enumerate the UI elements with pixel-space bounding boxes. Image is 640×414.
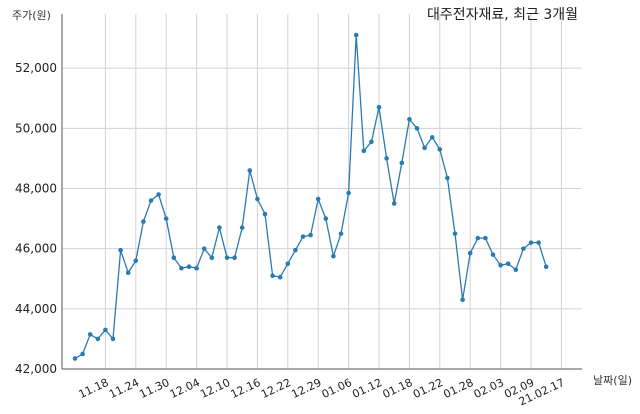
data-point: [217, 225, 222, 230]
series-layer: [72, 32, 549, 361]
data-point: [95, 336, 101, 342]
data-point: [179, 265, 184, 271]
data-point: [87, 332, 93, 337]
data-point: [277, 274, 283, 280]
data-point: [521, 246, 526, 251]
x-tick-label: 02.03: [472, 376, 506, 401]
data-point: [201, 246, 207, 251]
data-point: [80, 351, 85, 357]
data-point: [437, 147, 443, 152]
data-point: [475, 235, 481, 241]
data-point: [270, 273, 275, 279]
data-point: [262, 211, 268, 217]
data-point: [331, 253, 336, 259]
x-tick-label: 01.28: [441, 376, 475, 401]
data-point: [407, 116, 412, 122]
x-tick-label: 12.16: [229, 376, 263, 401]
x-tick-labels: 11.1811.2411.3012.0412.1012.1612.2212.29…: [77, 376, 567, 408]
x-tick-label: 12.29: [289, 376, 323, 401]
data-point: [255, 196, 260, 202]
x-tick-label: 01.18: [381, 376, 415, 401]
y-tick-label: 44,000: [15, 302, 57, 316]
data-point: [338, 231, 344, 236]
data-point: [422, 145, 427, 151]
data-point: [110, 336, 116, 342]
x-tick-label: 12.04: [168, 376, 202, 401]
data-point: [125, 270, 131, 276]
data-point: [293, 247, 298, 253]
data-point: [346, 190, 351, 196]
data-point: [285, 261, 291, 267]
axes: [61, 14, 582, 370]
data-point: [224, 255, 230, 260]
x-tick-label: 11.24: [107, 376, 141, 401]
y-tick-label: 48,000: [15, 181, 57, 195]
data-point: [498, 262, 503, 268]
grid-lines: [62, 14, 582, 370]
chart-title: 대주전자재료, 최근 3개월: [427, 7, 578, 23]
data-point: [232, 255, 237, 260]
data-point: [391, 201, 397, 206]
data-point: [72, 356, 78, 361]
data-point: [163, 216, 169, 221]
data-point: [194, 265, 199, 271]
data-point: [308, 232, 313, 238]
data-point: [513, 267, 519, 273]
data-point: [505, 261, 511, 267]
y-tick-label: 46,000: [15, 242, 57, 256]
x-tick-label: 01.06: [320, 376, 354, 401]
data-point: [209, 255, 215, 260]
data-point: [384, 156, 389, 161]
x-tick-label: 12.22: [259, 376, 293, 401]
data-point: [156, 192, 161, 197]
y-axis-title: 주가(원): [12, 9, 51, 22]
x-tick-label: 11.30: [137, 376, 171, 401]
data-point: [239, 225, 245, 230]
data-point: [323, 216, 329, 221]
data-point: [445, 175, 450, 181]
x-tick-label: 01.12: [350, 376, 384, 401]
data-point: [118, 247, 123, 253]
x-axis-title: 날짜(일): [593, 373, 632, 387]
data-point: [247, 168, 253, 173]
data-point: [369, 139, 374, 145]
data-point: [467, 250, 473, 256]
data-point: [490, 252, 496, 257]
x-tick-label: 01.22: [411, 376, 445, 401]
data-point: [452, 231, 458, 236]
y-tick-label: 42,000: [15, 362, 57, 376]
data-point: [361, 148, 367, 154]
data-point: [353, 32, 359, 38]
data-point: [103, 327, 108, 333]
data-point: [133, 258, 139, 263]
y-tick-label: 52,000: [15, 61, 57, 75]
data-point: [483, 235, 488, 241]
y-tick-label: 50,000: [15, 121, 57, 135]
data-point: [148, 198, 154, 203]
x-tick-label: 11.18: [77, 376, 111, 401]
data-point: [543, 264, 549, 270]
data-point: [171, 255, 177, 260]
y-tick-labels: 42,000 44,000 46,000 48,000 50,000 52,000: [15, 61, 57, 376]
data-point: [460, 297, 465, 303]
data-point: [315, 196, 321, 202]
data-point: [300, 234, 306, 239]
x-tick-label: 12.10: [198, 376, 232, 401]
series-line: [74, 35, 547, 360]
data-point: [141, 219, 146, 224]
data-point: [399, 160, 405, 166]
data-point: [429, 135, 435, 140]
data-point: [186, 264, 192, 270]
data-point: [414, 126, 420, 131]
data-point: [528, 240, 534, 245]
data-point: [536, 240, 541, 245]
data-point: [376, 104, 382, 110]
